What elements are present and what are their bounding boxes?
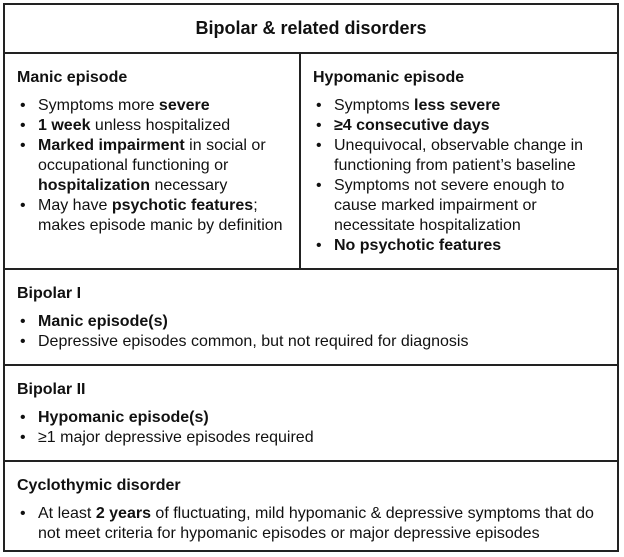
bold-text: No psychotic features bbox=[334, 237, 502, 254]
text: Depressive episodes common, but not requ… bbox=[38, 333, 469, 350]
disorders-table: Bipolar & related disorders Manic episod… bbox=[3, 3, 619, 552]
bold-text: severe bbox=[158, 97, 210, 114]
manic-episode-cell: Manic episode Symptoms more severe1 week… bbox=[5, 54, 301, 268]
text: May have bbox=[38, 197, 112, 214]
manic-episode-heading: Manic episode bbox=[17, 69, 128, 86]
bipolar-1-section: Bipolar I Manic episode(s) Depressive epi… bbox=[5, 270, 617, 366]
bold-text: 2 years bbox=[95, 505, 151, 522]
text: in social or occupational functioning or bbox=[38, 137, 266, 174]
text: Symptoms more bbox=[38, 97, 159, 114]
manic-episode-list: Symptoms more severe1 week unless hospit… bbox=[17, 96, 287, 236]
bold-text: Manic episode(s) bbox=[38, 313, 168, 330]
hypomanic-episode-cell: Hypomanic episode Symptoms less severe≥4… bbox=[301, 54, 617, 268]
list-item: ≥1 major depressive episodes required bbox=[17, 428, 605, 448]
bold-text: less severe bbox=[414, 97, 501, 114]
list-item: Symptoms not severe enough to cause mark… bbox=[313, 176, 605, 236]
table-title: Bipolar & related disorders bbox=[5, 5, 617, 54]
list-item: Manic episode(s) bbox=[17, 312, 605, 332]
bold-text: ≥4 consecutive days bbox=[334, 117, 490, 134]
list-item: Hypomanic episode(s) bbox=[17, 408, 605, 428]
bold-text: psychotic features bbox=[111, 197, 254, 214]
bipolar-2-section: Bipolar II Hypomanic episode(s) ≥1 major … bbox=[5, 366, 617, 462]
text: ; makes episode manic by definition bbox=[38, 197, 283, 234]
bold-text: hospitalization bbox=[38, 177, 150, 194]
bold-text: Marked impairment bbox=[38, 137, 185, 154]
list-item: Marked impairment in social or occupatio… bbox=[17, 136, 287, 196]
cyclothymic-section: Cyclothymic disorder At least 2 years of… bbox=[5, 462, 617, 552]
list-item: ≥4 consecutive days bbox=[313, 116, 605, 136]
list-item: 1 week unless hospitalized bbox=[17, 116, 287, 136]
episodes-row: Manic episode Symptoms more severe1 week… bbox=[5, 54, 617, 270]
cyclothymic-list: At least 2 years of fluctuating, mild hy… bbox=[17, 504, 605, 544]
text: At least bbox=[38, 505, 96, 522]
bold-text: 1 week bbox=[38, 117, 91, 134]
bipolar-2-heading: Bipolar II bbox=[17, 381, 86, 398]
list-item: May have psychotic features; makes episo… bbox=[17, 196, 287, 236]
bipolar-1-heading: Bipolar I bbox=[17, 285, 82, 302]
list-item: At least 2 years of fluctuating, mild hy… bbox=[17, 504, 605, 544]
text: ≥1 major depressive episodes required bbox=[38, 429, 314, 446]
hypomanic-episode-heading: Hypomanic episode bbox=[313, 69, 465, 86]
list-item: No psychotic features bbox=[313, 236, 605, 256]
text: Symptoms not severe enough to cause mark… bbox=[334, 177, 565, 234]
bipolar-1-list: Manic episode(s) Depressive episodes comm… bbox=[17, 312, 605, 352]
bipolar-2-list: Hypomanic episode(s) ≥1 major depressive … bbox=[17, 408, 605, 448]
text: necessary bbox=[150, 177, 228, 194]
text: unless hospitalized bbox=[90, 117, 231, 134]
list-item: Symptoms more severe bbox=[17, 96, 287, 116]
text: of fluctuating, mild hypomanic & depress… bbox=[38, 505, 594, 542]
list-item: Unequivocal, observable change in functi… bbox=[313, 136, 605, 176]
list-item: Symptoms less severe bbox=[313, 96, 605, 116]
text: Unequivocal, observable change in functi… bbox=[334, 137, 584, 174]
list-item: Depressive episodes common, but not requ… bbox=[17, 332, 605, 352]
bold-text: Hypomanic episode(s) bbox=[38, 409, 209, 426]
cyclothymic-heading: Cyclothymic disorder bbox=[17, 477, 181, 494]
text: Symptoms bbox=[334, 97, 415, 114]
hypomanic-episode-list: Symptoms less severe≥4 consecutive daysU… bbox=[313, 96, 605, 256]
